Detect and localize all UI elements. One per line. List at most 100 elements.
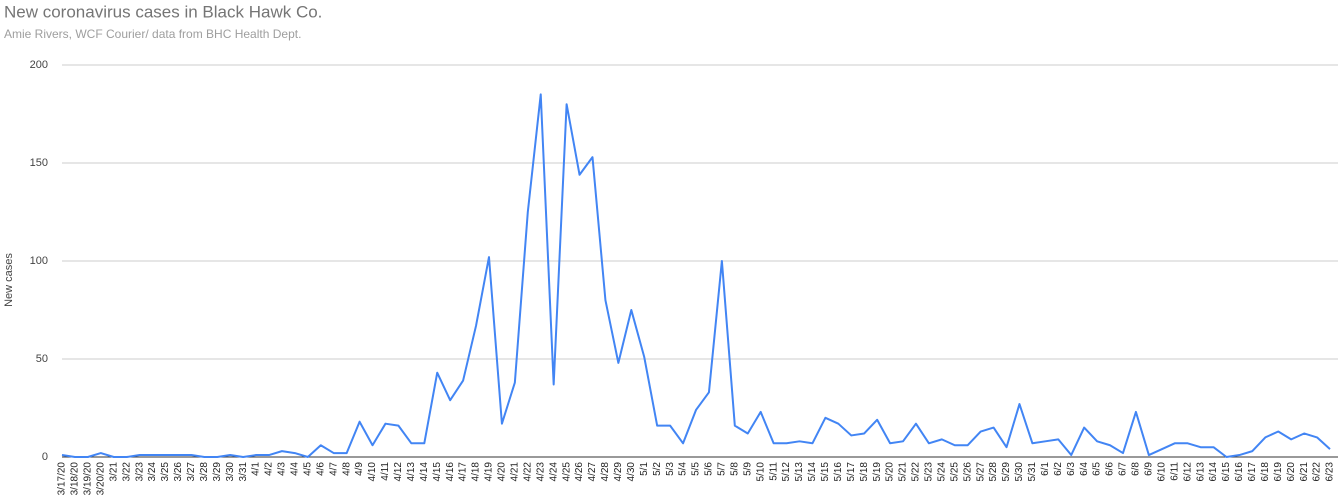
- x-tick-label: 4/10: [367, 462, 378, 482]
- x-tick-label: 6/7: [1118, 462, 1129, 476]
- x-tick-label: 4/30: [626, 462, 637, 482]
- x-tick-label: 6/19: [1273, 462, 1284, 482]
- x-tick-label: 4/1: [251, 462, 262, 476]
- x-tick-label: 3/20/20: [95, 462, 106, 496]
- x-tick-label: 4/23: [535, 462, 546, 482]
- x-tick-label: 6/17: [1247, 462, 1258, 482]
- y-axis-label: New cases: [3, 253, 15, 307]
- x-tick-label: 5/21: [898, 462, 909, 482]
- x-tick-label: 6/13: [1195, 462, 1206, 482]
- x-tick-label: 5/12: [781, 462, 792, 482]
- x-tick-label: 4/4: [290, 462, 301, 476]
- x-tick-label: 3/23: [134, 462, 145, 482]
- data-line: [61, 93, 1331, 458]
- x-tick-label: 4/7: [328, 462, 339, 476]
- x-tick-label: 6/15: [1221, 462, 1232, 482]
- x-tick-label: 5/28: [988, 462, 999, 482]
- x-tick-label: 4/19: [484, 462, 495, 482]
- x-tick-label: 4/16: [445, 462, 456, 482]
- x-tick-label: 6/5: [1092, 462, 1103, 476]
- x-tick-label: 4/2: [264, 462, 275, 476]
- y-tick-label: 0: [42, 451, 48, 463]
- x-tick-label: 6/8: [1131, 462, 1142, 476]
- x-tick-label: 4/17: [458, 462, 469, 482]
- x-tick-label: 5/20: [885, 462, 896, 482]
- x-tick-label: 3/25: [160, 462, 171, 482]
- x-tick-label: 4/20: [497, 462, 508, 482]
- x-tick-label: 6/14: [1208, 462, 1219, 482]
- x-tick-label: 4/6: [315, 462, 326, 476]
- x-tick-label: 3/26: [173, 462, 184, 482]
- y-tick-label: 150: [30, 157, 48, 169]
- x-tick-label: 6/4: [1079, 462, 1090, 476]
- x-tick-label: 5/8: [729, 462, 740, 476]
- x-tick-label: 6/18: [1260, 462, 1271, 482]
- x-tick-label: 5/3: [665, 462, 676, 476]
- x-tick-label: 6/9: [1143, 462, 1154, 476]
- x-tick-label: 4/8: [341, 462, 352, 476]
- x-tick-label: 6/21: [1299, 462, 1310, 482]
- x-tick-label: 3/19/20: [83, 462, 94, 496]
- x-tick-label: 3/24: [147, 462, 158, 482]
- x-tick-label: 5/22: [911, 462, 922, 482]
- x-tick-label: 5/5: [691, 462, 702, 476]
- x-tick-label: 4/13: [406, 462, 417, 482]
- x-tick-label: 4/14: [419, 462, 430, 482]
- x-tick-label: 4/26: [574, 462, 585, 482]
- x-tick-label: 5/11: [768, 462, 779, 481]
- x-tick-label: 6/23: [1325, 462, 1336, 482]
- x-tick-label: 5/24: [936, 462, 947, 482]
- x-tick-label: 3/28: [199, 462, 210, 482]
- x-tick-label: 5/31: [1027, 462, 1038, 482]
- x-tick-label: 3/27: [186, 462, 197, 482]
- x-tick-label: 5/30: [1014, 462, 1025, 482]
- x-tick-label: 6/11: [1169, 462, 1180, 481]
- y-tick-label: 100: [30, 255, 48, 267]
- y-tick-label: 50: [36, 353, 48, 365]
- x-tick-label: 6/12: [1182, 462, 1193, 482]
- x-tick-label: 5/15: [820, 462, 831, 482]
- x-tick-label: 6/10: [1156, 462, 1167, 482]
- x-tick-label: 5/9: [742, 462, 753, 476]
- x-tick-label: 5/23: [924, 462, 935, 482]
- x-tick-label: 5/7: [717, 462, 728, 476]
- x-tick-label: 3/30: [225, 462, 236, 482]
- x-tick-label: 6/2: [1053, 462, 1064, 476]
- x-tick-label: 5/13: [794, 462, 805, 482]
- x-tick-label: 5/14: [807, 462, 818, 482]
- x-tick-label: 6/20: [1286, 462, 1297, 482]
- x-tick-label: 5/25: [949, 462, 960, 482]
- x-tick-label: 4/21: [509, 462, 520, 482]
- x-tick-label: 4/12: [393, 462, 404, 482]
- chart-subtitle: Amie Rivers, WCF Courier/ data from BHC …: [4, 27, 301, 41]
- x-tick-label: 5/19: [872, 462, 883, 482]
- chart-title: New coronavirus cases in Black Hawk Co.: [4, 2, 322, 21]
- x-tick-label: 4/29: [613, 462, 624, 482]
- x-tick-label: 5/26: [962, 462, 973, 482]
- x-tick-label: 4/27: [587, 462, 598, 482]
- x-tick-label: 5/18: [859, 462, 870, 482]
- x-tick-label: 4/11: [380, 462, 391, 481]
- x-tick-label: 4/9: [354, 462, 365, 476]
- x-tick-label: 5/16: [833, 462, 844, 482]
- x-tick-label: 4/3: [277, 462, 288, 476]
- x-tick-label: 5/2: [652, 462, 663, 476]
- x-tick-label: 5/27: [975, 462, 986, 482]
- x-tick-label: 5/17: [846, 462, 857, 482]
- x-tick-label: 4/15: [432, 462, 443, 482]
- x-tick-label: 6/16: [1234, 462, 1245, 482]
- x-tick-label: 5/29: [1001, 462, 1012, 482]
- x-tick-label: 5/4: [678, 462, 689, 476]
- x-tick-label: 3/18/20: [70, 462, 81, 496]
- x-tick-label: 5/10: [755, 462, 766, 482]
- x-tick-label: 4/25: [561, 462, 572, 482]
- x-tick-label: 6/3: [1066, 462, 1077, 476]
- x-tick-label: 4/24: [548, 462, 559, 482]
- x-tick-label: 4/5: [302, 462, 313, 476]
- x-tick-label: 4/22: [522, 462, 533, 482]
- x-tick-label: 4/18: [471, 462, 482, 482]
- x-tick-label: 4/28: [600, 462, 611, 482]
- y-tick-label: 200: [30, 59, 48, 71]
- x-tick-label: 3/22: [121, 462, 132, 482]
